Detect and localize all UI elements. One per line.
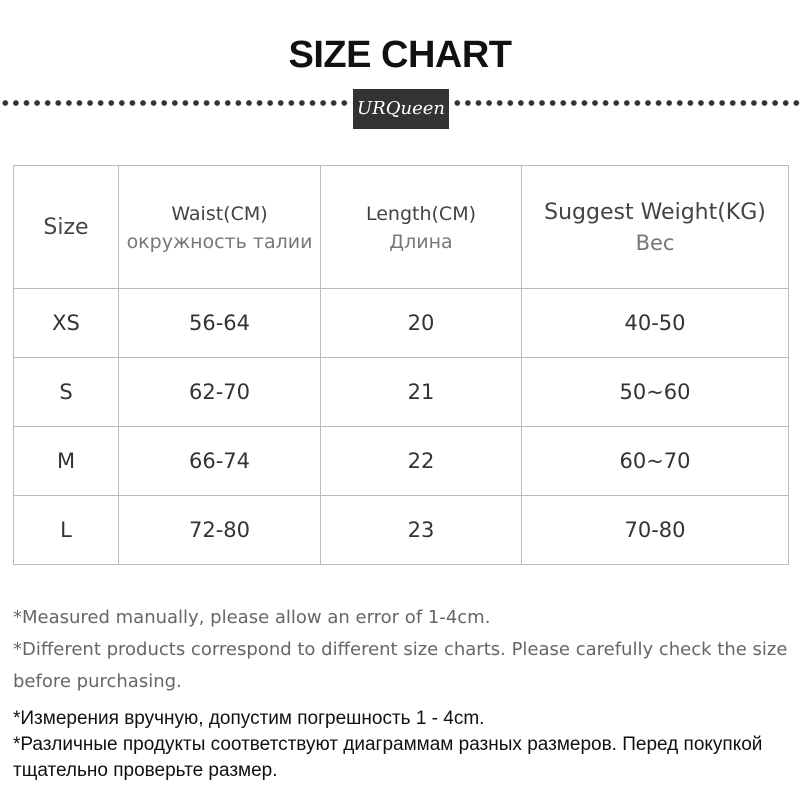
header-sublabel: Длина — [389, 231, 453, 253]
header-weight: Suggest Weight(KG) Вес — [521, 165, 789, 289]
cell-waist: 62-70 — [118, 357, 321, 427]
brand-logo: URQueen — [353, 89, 449, 129]
cell-weight: 60~70 — [521, 426, 789, 496]
header-label: Size — [43, 214, 89, 240]
note-measurement: *Measured manually, please allow an erro… — [13, 607, 491, 628]
cell-size: XS — [13, 288, 119, 358]
cell-weight: 70-80 — [521, 495, 789, 565]
table-row: M 66-74 22 60~70 — [13, 426, 789, 496]
cell-weight: 50~60 — [521, 357, 789, 427]
table-row: L 72-80 23 70-80 — [13, 495, 789, 565]
header-label: Length(CM) — [365, 203, 477, 225]
dotted-divider-left — [0, 99, 350, 107]
cell-size: L — [13, 495, 119, 565]
cell-waist: 72-80 — [118, 495, 321, 565]
header-size: Size — [13, 165, 119, 289]
table-header-row: Size Waist(CM) окружность талии Length(CM… — [13, 165, 789, 289]
header-sublabel: окружность талии — [126, 231, 313, 253]
cell-waist: 56-64 — [118, 288, 321, 358]
cell-weight: 40-50 — [521, 288, 789, 358]
cell-length: 21 — [320, 357, 522, 427]
size-table: Size Waist(CM) окружность талии Length(CM… — [13, 165, 789, 565]
header-length: Length(CM) Длина — [320, 165, 522, 289]
header-label: Suggest Weight(KG) — [544, 199, 766, 225]
cell-length: 22 — [320, 426, 522, 496]
note-different-products-ru: *Различные продукты соответствуют диагра… — [13, 734, 763, 781]
notes-russian: *Измерения вручную, допустим погрешность… — [13, 706, 793, 784]
table-row: XS 56-64 20 40-50 — [13, 288, 789, 358]
note-different-products: *Different products correspond to differ… — [13, 639, 788, 692]
cell-length: 23 — [320, 495, 522, 565]
header-label: Waist(CM) — [171, 203, 268, 225]
cell-size: S — [13, 357, 119, 427]
page-title: SIZE CHART — [288, 34, 513, 76]
header-waist: Waist(CM) окружность талии — [118, 165, 321, 289]
note-measurement-ru: *Измерения вручную, допустим погрешность… — [13, 708, 485, 729]
table-row: S 62-70 21 50~60 — [13, 357, 789, 427]
cell-length: 20 — [320, 288, 522, 358]
dotted-divider-right — [452, 99, 800, 107]
notes-english: *Measured manually, please allow an erro… — [13, 602, 793, 698]
header-sublabel: Вес — [635, 230, 675, 255]
cell-waist: 66-74 — [118, 426, 321, 496]
cell-size: M — [13, 426, 119, 496]
